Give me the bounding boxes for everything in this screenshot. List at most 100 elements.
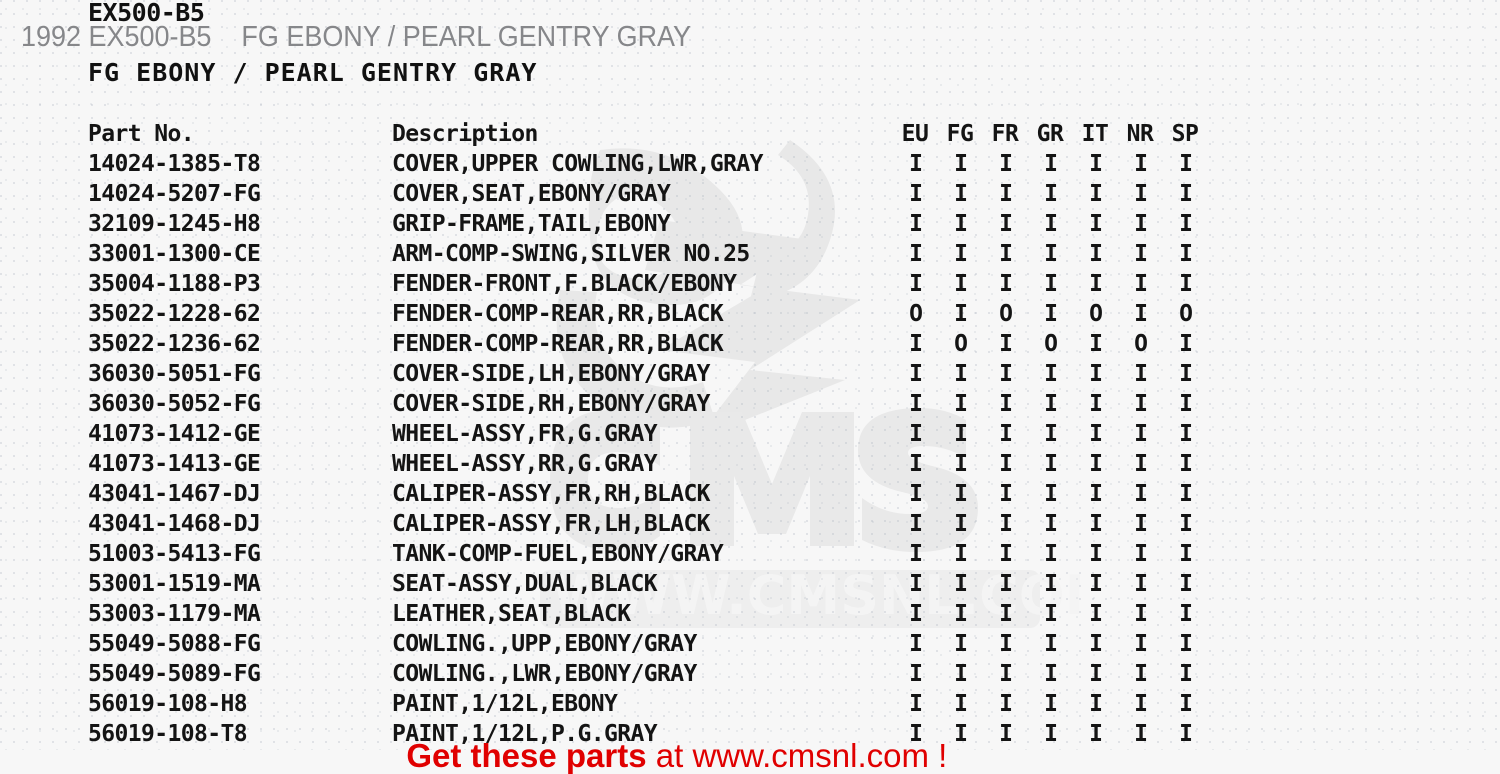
market-availability-gr: I bbox=[1044, 481, 1058, 507]
table-row[interactable]: 56019-108-T8 PAINT,1/12L,P.G.GRAY I I I I I I I bbox=[0, 719, 1500, 749]
table-row[interactable]: 41073-1412-GE WHEEL-ASSY,FR,G.GRAY I I I I I I I bbox=[0, 419, 1500, 449]
market-availability-gr: O bbox=[1044, 331, 1058, 357]
part-number[interactable]: 32109-1245-H8 bbox=[88, 211, 261, 237]
part-number[interactable]: 51003-5413-FG bbox=[88, 541, 261, 567]
table-row[interactable]: 35004-1188-P3 FENDER-FRONT,F.BLACK/EBONY I… bbox=[0, 269, 1500, 299]
part-number[interactable]: 36030-5051-FG bbox=[88, 361, 261, 387]
market-availability-nr: I bbox=[1134, 601, 1148, 627]
table-row[interactable]: 55049-5088-FG COWLING.,UPP,EBONY/GRAY I I I I… bbox=[0, 629, 1500, 659]
part-number[interactable]: 56019-108-T8 bbox=[88, 721, 248, 747]
market-availability-eu: I bbox=[909, 601, 923, 627]
part-number[interactable]: 36030-5052-FG bbox=[88, 391, 261, 417]
part-description: FENDER-COMP-REAR,RR,BLACK bbox=[392, 301, 724, 327]
market-availability-sp: I bbox=[1179, 421, 1193, 447]
market-availability-gr: I bbox=[1044, 721, 1058, 747]
table-row[interactable]: 53001-1519-MA SEAT-ASSY,DUAL,BLACK I I I I I I I bbox=[0, 569, 1500, 599]
table-row[interactable]: 33001-1300-CE ARM-COMP-SWING,SILVER NO.25… bbox=[0, 239, 1500, 269]
market-availability-nr: I bbox=[1134, 391, 1148, 417]
table-row[interactable]: 32109-1245-H8 GRIP-FRAME,TAIL,EBONY I I I I I I… bbox=[0, 209, 1500, 239]
part-number[interactable]: 53003-1179-MA bbox=[88, 601, 261, 627]
part-number[interactable]: 55049-5088-FG bbox=[88, 631, 261, 657]
part-number[interactable]: 43041-1468-DJ bbox=[88, 511, 261, 537]
part-number[interactable]: 56019-108-H8 bbox=[88, 691, 248, 717]
market-availability-fr: I bbox=[999, 571, 1013, 597]
market-availability-nr: I bbox=[1134, 721, 1148, 747]
market-availability-fg: I bbox=[954, 481, 968, 507]
market-availability-eu: I bbox=[909, 241, 923, 267]
table-row[interactable]: 41073-1413-GE WHEEL-ASSY,RR,G.GRAY I I I I I I I bbox=[0, 449, 1500, 479]
table-row[interactable]: 55049-5089-FG COWLING.,LWR,EBONY/GRAY I I I I… bbox=[0, 659, 1500, 689]
market-availability-it: I bbox=[1089, 631, 1103, 657]
market-availability-fg: I bbox=[954, 151, 968, 177]
part-number[interactable]: 41073-1413-GE bbox=[88, 451, 261, 477]
market-availability-fr: I bbox=[999, 511, 1013, 537]
part-number[interactable]: 41073-1412-GE bbox=[88, 421, 261, 447]
table-row[interactable]: 36030-5051-FG COVER-SIDE,LH,EBONY/GRAY I I I… bbox=[0, 359, 1500, 389]
market-availability-fg: I bbox=[954, 601, 968, 627]
table-row[interactable]: 14024-5207-FG COVER,SEAT,EBONY/GRAY I I I I I I… bbox=[0, 179, 1500, 209]
market-availability-fg: I bbox=[954, 451, 968, 477]
market-availability-fg: I bbox=[954, 361, 968, 387]
table-row[interactable]: 35022-1228-62 FENDER-COMP-REAR,RR,BLACK O I… bbox=[0, 299, 1500, 329]
market-availability-fg: I bbox=[954, 391, 968, 417]
table-row[interactable]: 56019-108-H8 PAINT,1/12L,EBONY I I I I I I I bbox=[0, 689, 1500, 719]
market-availability-sp: I bbox=[1179, 391, 1193, 417]
part-number[interactable]: 55049-5089-FG bbox=[88, 661, 261, 687]
table-row[interactable]: 14024-1385-T8 COVER,UPPER COWLING,LWR,GRA… bbox=[0, 149, 1500, 179]
market-availability-gr: I bbox=[1044, 391, 1058, 417]
market-availability-eu: I bbox=[909, 511, 923, 537]
part-description: COWLING.,LWR,EBONY/GRAY bbox=[392, 661, 697, 687]
market-availability-it: I bbox=[1089, 331, 1103, 357]
market-availability-it: I bbox=[1089, 421, 1103, 447]
column-header-description: Description bbox=[392, 121, 538, 147]
market-availability-gr: I bbox=[1044, 181, 1058, 207]
page-title-model: EX500-B5 bbox=[88, 0, 205, 27]
part-number[interactable]: 14024-1385-T8 bbox=[88, 151, 261, 177]
market-availability-fr: I bbox=[999, 241, 1013, 267]
market-availability-eu: I bbox=[909, 541, 923, 567]
market-availability-it: I bbox=[1089, 151, 1103, 177]
market-availability-eu: I bbox=[909, 151, 923, 177]
market-availability-fg: I bbox=[954, 691, 968, 717]
part-description: FENDER-FRONT,F.BLACK/EBONY bbox=[392, 271, 737, 297]
market-availability-fr: I bbox=[999, 661, 1013, 687]
table-row[interactable]: 51003-5413-FG TANK-COMP-FUEL,EBONY/GRAY I I… bbox=[0, 539, 1500, 569]
part-number[interactable]: 14024-5207-FG bbox=[88, 181, 261, 207]
part-number[interactable]: 53001-1519-MA bbox=[88, 571, 261, 597]
market-availability-fg: I bbox=[954, 211, 968, 237]
color-scheme-title: FG EBONY / PEARL GENTRY GRAY bbox=[88, 58, 538, 87]
market-availability-gr: I bbox=[1044, 631, 1058, 657]
table-row[interactable]: 43041-1468-DJ CALIPER-ASSY,FR,LH,BLACK I I I… bbox=[0, 509, 1500, 539]
part-description: WHEEL-ASSY,RR,G.GRAY bbox=[392, 451, 658, 477]
column-header-fr: FR bbox=[991, 121, 1019, 147]
market-availability-gr: I bbox=[1044, 211, 1058, 237]
table-row[interactable]: 53003-1179-MA LEATHER,SEAT,BLACK I I I I I I I bbox=[0, 599, 1500, 629]
part-number[interactable]: 43041-1467-DJ bbox=[88, 481, 261, 507]
market-availability-it: I bbox=[1089, 571, 1103, 597]
part-description: FENDER-COMP-REAR,RR,BLACK bbox=[392, 331, 724, 357]
market-availability-eu: I bbox=[909, 631, 923, 657]
market-availability-sp: I bbox=[1179, 721, 1193, 747]
table-header-row: Part No. Description EU FG FR GR IT NR SP bbox=[0, 119, 1500, 149]
market-availability-fr: I bbox=[999, 601, 1013, 627]
market-availability-fr: I bbox=[999, 391, 1013, 417]
market-availability-fg: I bbox=[954, 661, 968, 687]
promo-light-text: at www.cmsnl.com ! bbox=[646, 737, 948, 774]
part-number[interactable]: 35004-1188-P3 bbox=[88, 271, 261, 297]
market-availability-sp: I bbox=[1179, 691, 1193, 717]
part-description: LEATHER,SEAT,BLACK bbox=[392, 601, 631, 627]
part-number[interactable]: 35022-1228-62 bbox=[88, 301, 261, 327]
column-header-eu: EU bbox=[901, 121, 929, 147]
market-availability-gr: I bbox=[1044, 571, 1058, 597]
market-availability-eu: I bbox=[909, 691, 923, 717]
table-row[interactable]: 35022-1236-62 FENDER-COMP-REAR,RR,BLACK I O… bbox=[0, 329, 1500, 359]
table-row[interactable]: 36030-5052-FG COVER-SIDE,RH,EBONY/GRAY I I I… bbox=[0, 389, 1500, 419]
part-number[interactable]: 33001-1300-CE bbox=[88, 241, 261, 267]
part-description: GRIP-FRAME,TAIL,EBONY bbox=[392, 211, 671, 237]
part-number[interactable]: 35022-1236-62 bbox=[88, 331, 261, 357]
market-availability-fr: I bbox=[999, 481, 1013, 507]
market-availability-eu: I bbox=[909, 331, 923, 357]
market-availability-fr: I bbox=[999, 151, 1013, 177]
table-row[interactable]: 43041-1467-DJ CALIPER-ASSY,FR,RH,BLACK I I I… bbox=[0, 479, 1500, 509]
market-availability-sp: I bbox=[1179, 571, 1193, 597]
